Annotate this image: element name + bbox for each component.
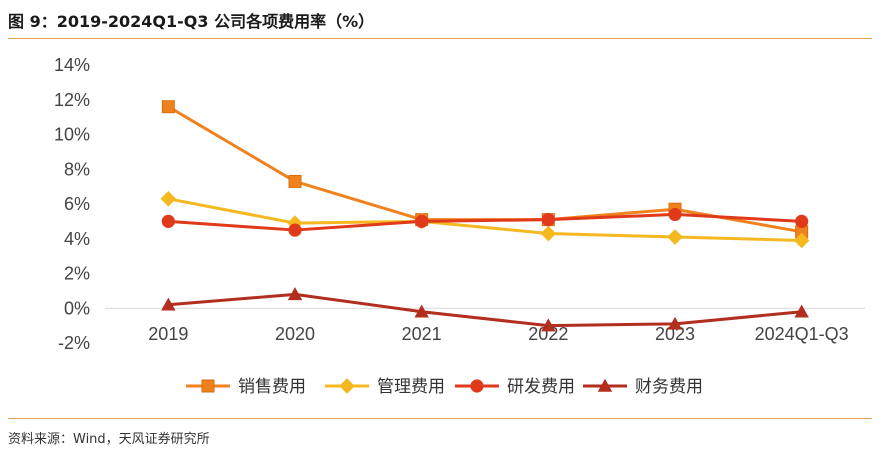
x-tick-label: 2024Q1-Q3 [755,324,849,344]
series-3 [161,207,809,237]
data-point [161,100,175,114]
series-group [160,100,810,332]
data-point [415,214,429,228]
y-tick-label: 14% [54,55,90,75]
legend-marker [470,379,484,393]
x-tick-label: 2021 [402,324,442,344]
data-point [161,214,175,228]
x-tick-label: 2022 [528,324,568,344]
data-point [667,316,683,330]
data-point [668,207,682,222]
data-point [793,232,810,249]
legend-label: 销售费用 [238,377,306,397]
source-note: 资料来源：Wind，天风证券研究所 [8,432,210,447]
series-line [168,197,802,242]
footer-divider [8,418,872,419]
series-4 [161,287,809,332]
data-point [540,225,557,242]
y-tick-label: 2% [64,264,90,284]
data-point [667,229,683,245]
data-point [795,214,809,228]
y-axis: -2% 0% 2% 4% 6% 8% 10% 12% 14% [54,55,90,353]
data-point [160,190,177,207]
data-point [414,304,429,318]
y-tick-label: 6% [64,194,90,214]
data-point [794,304,809,318]
legend-label: 财务费用 [635,377,703,397]
data-point [287,287,303,301]
y-tick-label: 10% [54,125,90,145]
data-point [541,318,556,332]
x-axis: 2019 2020 2021 2022 2023 2024Q1-Q3 [148,324,848,344]
data-point [287,215,303,231]
series-2 [160,190,810,249]
legend-marker [597,378,613,392]
data-point [541,213,555,227]
legend-label: 管理费用 [377,377,445,397]
y-tick-label: 4% [64,229,90,249]
legend-marker [201,379,215,393]
series-line [167,105,802,234]
legend: 销售费用 管理费用 研发费用 财务费用 [186,377,703,397]
x-tick-label: 2019 [148,324,188,344]
x-tick-label: 2020 [275,324,315,344]
y-tick-label: -2% [58,333,90,353]
chart-title: 图 9：2019-2024Q1-Q3 公司各项费用率（%） [8,12,375,31]
y-tick-label: 8% [64,159,90,179]
legend-label: 研发费用 [507,377,575,397]
data-point [288,174,302,188]
y-tick-label: 0% [64,298,90,318]
header-divider [8,38,872,39]
line-chart: -2%0%2%4%6%8%10%12%14% 2019 2020 2021 2022 2… [54,55,865,397]
x-tick-label: 2023 [655,324,695,344]
data-point [288,223,302,237]
series-line [168,292,802,328]
y-tick-label: 12% [54,90,90,110]
legend-marker [339,378,355,394]
data-point [161,297,176,311]
series-line [168,212,802,232]
